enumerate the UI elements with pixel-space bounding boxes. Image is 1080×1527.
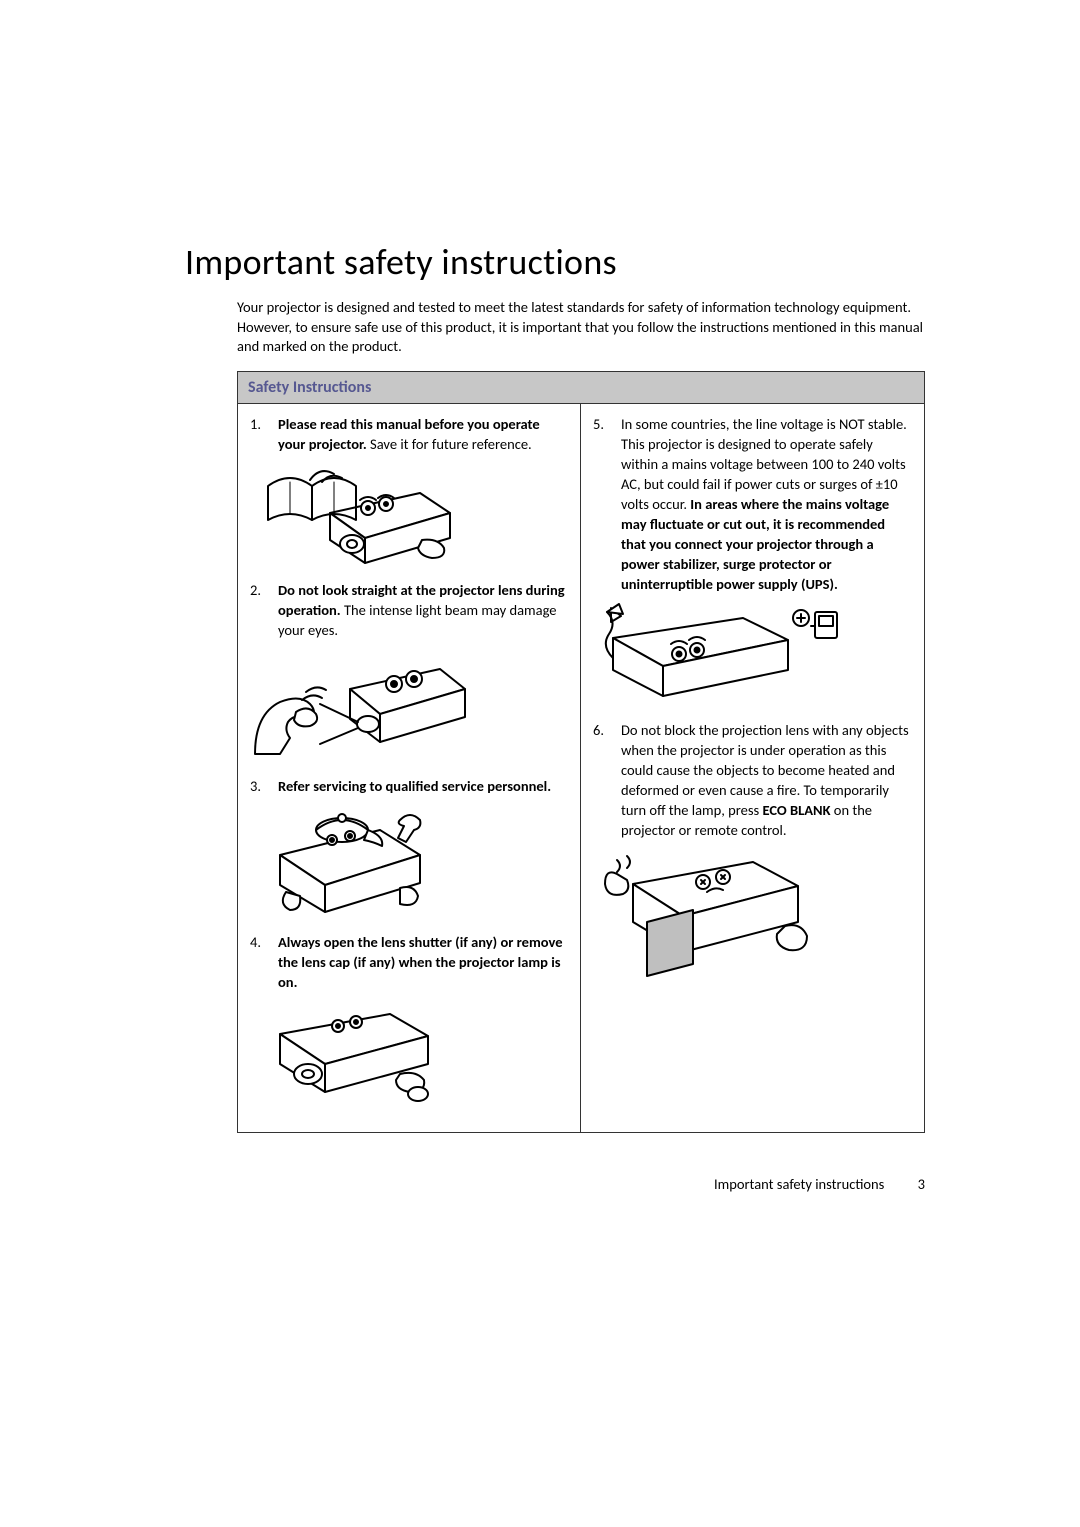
list-item: 3. Refer servicing to qualified service … bbox=[250, 776, 568, 796]
box-header: Safety Instructions bbox=[238, 372, 924, 404]
item-number: 1. bbox=[250, 414, 278, 454]
footer-label: Important safety instructions bbox=[714, 1175, 884, 1193]
item-text: Do not block the projection lens with an… bbox=[621, 720, 912, 840]
illustration-eyes bbox=[250, 644, 568, 764]
item-number: 5. bbox=[593, 414, 621, 594]
list-item: 1. Please read this manual before you op… bbox=[250, 414, 568, 454]
page-number: 3 bbox=[918, 1175, 925, 1193]
item-text: Please read this manual before you opera… bbox=[278, 414, 568, 454]
list-item: 2. Do not look straight at the projector… bbox=[250, 580, 568, 640]
illustration-ups bbox=[593, 598, 912, 708]
item-text: Refer servicing to qualified service per… bbox=[278, 776, 568, 796]
item-number: 6. bbox=[593, 720, 621, 840]
illustration-block-lens bbox=[593, 844, 912, 984]
page-title: Important safety instructions bbox=[185, 240, 925, 284]
item-text: Always open the lens shutter (if any) or… bbox=[278, 932, 568, 992]
illustration-service bbox=[250, 800, 568, 920]
item-number: 4. bbox=[250, 932, 278, 992]
list-item: 5. In some countries, the line voltage i… bbox=[593, 414, 912, 594]
item-text: Do not look straight at the projector le… bbox=[278, 580, 568, 640]
illustration-manual bbox=[250, 458, 568, 568]
item-number: 3. bbox=[250, 776, 278, 796]
item-text: In some countries, the line voltage is N… bbox=[621, 414, 912, 594]
list-item: 6. Do not block the projection lens with… bbox=[593, 720, 912, 840]
right-column: 5. In some countries, the line voltage i… bbox=[581, 404, 924, 1132]
illustration-lens-cap bbox=[250, 996, 568, 1106]
box-body: 1. Please read this manual before you op… bbox=[238, 404, 924, 1132]
safety-box: Safety Instructions 1. Please read this … bbox=[237, 371, 925, 1133]
left-column: 1. Please read this manual before you op… bbox=[238, 404, 581, 1132]
item-number: 2. bbox=[250, 580, 278, 640]
list-item: 4. Always open the lens shutter (if any)… bbox=[250, 932, 568, 992]
page-footer: Important safety instructions 3 bbox=[714, 1175, 925, 1193]
intro-paragraph: Your projector is designed and tested to… bbox=[237, 298, 925, 357]
